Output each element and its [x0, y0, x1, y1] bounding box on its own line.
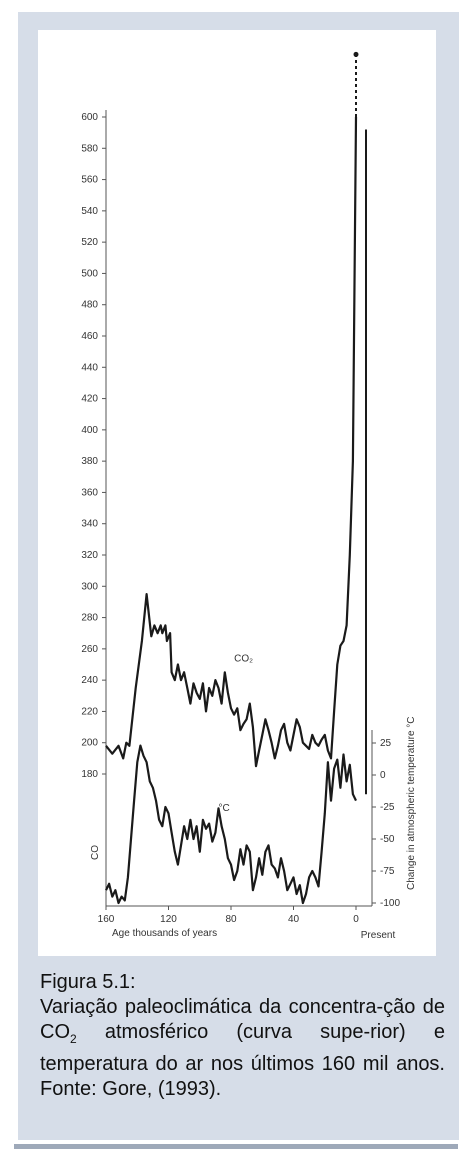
- x-axis-tick-label: 80: [225, 914, 237, 925]
- left-axis-tick-label: 440: [81, 362, 98, 373]
- x-axis-tick-label: 120: [160, 914, 177, 925]
- caption-text-pre: Variação paleoclimática da concentra-ção…: [40, 996, 445, 1043]
- left-axis-tick-label: 180: [81, 769, 98, 780]
- left-axis-tick-label: 220: [81, 706, 98, 717]
- left-axis-label: CO: [90, 845, 101, 860]
- right-axis-tick-label: 25: [380, 738, 392, 749]
- co2-temperature-chart: 6005805605405205004804604404204003803603…: [81, 51, 417, 941]
- caption-figure-number: Figura 5.1:: [40, 971, 136, 993]
- caption-text-post: atmosférico (curva supe-rior) e temperat…: [40, 1021, 445, 1100]
- left-axis-tick-label: 540: [81, 206, 98, 217]
- figure-caption: Figura 5.1: Variação paleoclimática da c…: [40, 970, 445, 1102]
- left-axis-tick-label: 380: [81, 456, 98, 467]
- co2-extension-end-point: [353, 51, 359, 57]
- panel-shadow: [14, 1144, 458, 1149]
- left-axis-tick-label: 320: [81, 550, 98, 561]
- left-axis-tick-label: 420: [81, 394, 98, 405]
- caption-text: Variação paleoclimática da concentra-ção…: [40, 995, 445, 1102]
- left-axis-tick-label: 400: [81, 425, 98, 436]
- x-axis-tick-label: 40: [288, 914, 300, 925]
- right-axis-tick-label: 0: [380, 770, 386, 781]
- right-axis-tick-label: -100: [380, 898, 400, 909]
- left-axis-tick-label: 360: [81, 487, 98, 498]
- left-axis-tick-label: 460: [81, 331, 98, 342]
- x-axis-label: Age thousands of years: [112, 928, 217, 939]
- left-axis-tick-label: 260: [81, 644, 98, 655]
- co2-series-line: [105, 116, 358, 768]
- left-axis-tick-label: 340: [81, 519, 98, 530]
- left-axis-tick-label: 280: [81, 613, 98, 624]
- right-axis-label: Change in atmospheric temperature °C: [406, 716, 417, 890]
- left-axis-tick-label: 480: [81, 300, 98, 311]
- temperature-series-line: [105, 744, 357, 905]
- temperature-series-label: °C: [219, 803, 230, 814]
- left-axis-tick-label: 300: [81, 581, 98, 592]
- chart-card: 600 580 560 540 520 500 480 460 440 420 400 380 360 3…: [38, 30, 436, 956]
- right-axis-tick-label: -25: [380, 802, 395, 813]
- right-axis-tick-label: -75: [380, 866, 395, 877]
- x-axis-end-label: Present: [361, 930, 396, 941]
- left-axis-tick-label: 240: [81, 675, 98, 686]
- caption-subscript: 2: [70, 1032, 77, 1046]
- left-axis-tick-label: 560: [81, 175, 98, 186]
- left-axis-tick-label: 500: [81, 268, 98, 279]
- x-axis-tick-label: 0: [353, 914, 359, 925]
- left-axis-tick-label: 600: [81, 112, 98, 123]
- co2-series-label: CO₂: [234, 653, 253, 664]
- left-axis-tick-label: 200: [81, 738, 98, 749]
- left-axis-tick-label: 520: [81, 237, 98, 248]
- x-axis-tick-label: 160: [98, 914, 115, 925]
- left-axis-tick-label: 580: [81, 143, 98, 154]
- right-axis-tick-label: -50: [380, 834, 395, 845]
